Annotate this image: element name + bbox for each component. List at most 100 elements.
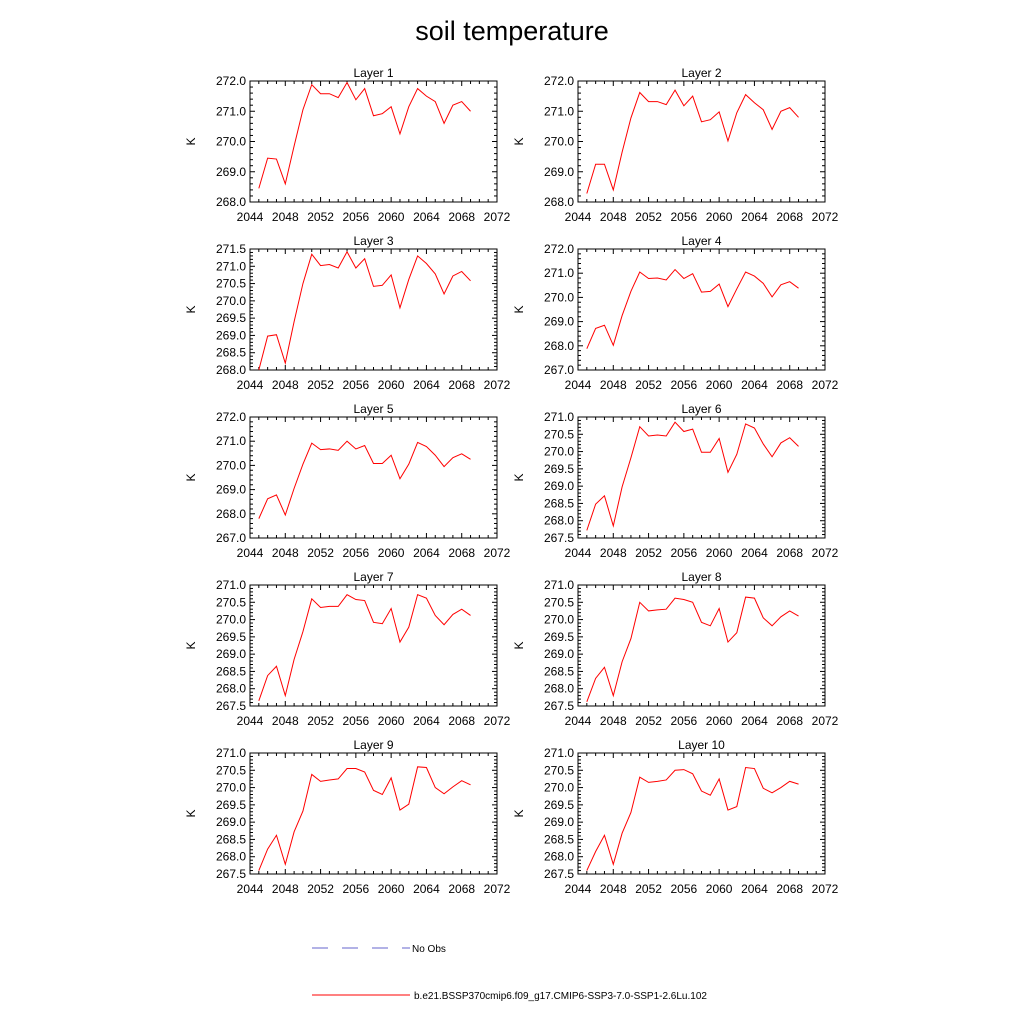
panel-title: Layer 5 (353, 402, 393, 416)
y-axis-label: K (512, 137, 526, 145)
y-tick-label: 268.0 (544, 514, 574, 528)
x-tick-label: 2056 (343, 714, 370, 728)
y-tick-label: 271.0 (216, 259, 246, 273)
y-tick-label: 272.0 (216, 410, 246, 424)
x-tick-label: 2048 (600, 714, 627, 728)
x-tick-label: 2048 (600, 378, 627, 392)
series-line (258, 440, 471, 519)
legend-label: No Obs (412, 944, 446, 955)
panel-5: Layer 5 2044 2048 2052 2056 2060 2064 2068 2072 2… (184, 402, 511, 560)
x-tick-label: 2044 (565, 714, 592, 728)
y-axis-label: K (512, 305, 526, 313)
panel-title: Layer 9 (353, 738, 393, 752)
x-tick-label: 2052 (635, 210, 662, 224)
plot-frame (249, 752, 498, 875)
x-tick-label: 2052 (635, 882, 662, 896)
plot-frame (249, 416, 498, 539)
y-tick-label: 269.0 (544, 315, 574, 329)
y-tick-label: 269.0 (544, 647, 574, 661)
x-tick-label: 2044 (237, 882, 264, 896)
y-tick-label: 268.0 (216, 195, 246, 209)
y-tick-label: 269.0 (216, 647, 246, 661)
y-tick-label: 268.5 (544, 664, 574, 678)
y-tick-label: 271.0 (216, 578, 246, 592)
plot-frame (249, 80, 498, 203)
x-tick-label: 2072 (484, 546, 511, 560)
x-tick-label: 2068 (776, 378, 803, 392)
y-tick-label: 268.0 (216, 850, 246, 864)
y-tick-label: 269.5 (216, 311, 246, 325)
y-tick-label: 268.0 (544, 850, 574, 864)
plot-frame (577, 752, 826, 875)
x-tick-label: 2072 (812, 714, 839, 728)
x-tick-label: 2044 (237, 378, 264, 392)
y-tick-label: 268.5 (216, 346, 246, 360)
y-tick-label: 269.0 (216, 165, 246, 179)
series-line (586, 596, 799, 703)
series-line (258, 594, 471, 701)
x-tick-label: 2048 (600, 882, 627, 896)
y-axis-label: K (184, 305, 198, 313)
y-tick-label: 270.0 (216, 294, 246, 308)
y-tick-label: 271.5 (216, 242, 246, 256)
x-tick-label: 2064 (741, 378, 768, 392)
x-tick-label: 2052 (635, 546, 662, 560)
x-tick-label: 2048 (272, 882, 299, 896)
y-axis-label: K (512, 809, 526, 817)
x-tick-label: 2072 (484, 882, 511, 896)
x-tick-label: 2060 (706, 882, 733, 896)
legend-entry-no-obs: No Obs (312, 944, 446, 955)
y-tick-label: 272.0 (544, 242, 574, 256)
y-tick-label: 267.5 (216, 867, 246, 881)
x-tick-label: 2072 (812, 546, 839, 560)
x-tick-label: 2060 (378, 714, 405, 728)
y-tick-label: 268.0 (216, 363, 246, 377)
x-tick-label: 2044 (565, 882, 592, 896)
x-tick-label: 2068 (448, 546, 475, 560)
y-tick-label: 271.0 (216, 434, 246, 448)
panel-2: Layer 2 2044 2048 2052 2056 2060 2064 2068 2072 2… (512, 66, 839, 224)
x-tick-label: 2064 (413, 546, 440, 560)
panel-title: Layer 7 (353, 570, 393, 584)
x-tick-label: 2052 (307, 714, 334, 728)
panel-title: Layer 2 (681, 66, 721, 80)
x-tick-label: 2056 (671, 882, 698, 896)
y-tick-label: 267.0 (544, 363, 574, 377)
y-tick-label: 270.0 (544, 613, 574, 627)
x-tick-label: 2068 (776, 714, 803, 728)
x-tick-label: 2064 (413, 882, 440, 896)
y-tick-label: 267.5 (544, 699, 574, 713)
x-tick-label: 2064 (741, 546, 768, 560)
x-tick-label: 2064 (741, 210, 768, 224)
y-axis-label: K (512, 473, 526, 481)
series-line (258, 250, 471, 371)
panels-grid: Layer 1 2044 2048 2052 2056 2060 2064 2068 2072 2… (184, 66, 839, 896)
legend-entry-case: b.e21.BSSP370cmip6.f09_g17.CMIP6-SSP3-7.… (312, 991, 707, 1002)
y-tick-label: 269.0 (216, 328, 246, 342)
x-tick-label: 2068 (776, 210, 803, 224)
series-line (586, 89, 799, 194)
y-tick-label: 270.0 (544, 445, 574, 459)
y-tick-label: 270.0 (216, 781, 246, 795)
x-tick-label: 2064 (413, 378, 440, 392)
y-tick-label: 270.5 (544, 595, 574, 609)
y-tick-label: 270.0 (216, 613, 246, 627)
y-tick-label: 268.0 (544, 339, 574, 353)
x-tick-label: 2064 (413, 714, 440, 728)
x-tick-label: 2052 (307, 210, 334, 224)
figure-title: soil temperature (415, 16, 609, 46)
x-tick-label: 2072 (484, 378, 511, 392)
series-line (586, 268, 799, 349)
panel-10: Layer 10 2044 2048 2052 2056 2060 2064 2068 2072… (512, 738, 839, 896)
y-tick-label: 272.0 (544, 74, 574, 88)
x-tick-label: 2068 (776, 882, 803, 896)
x-tick-label: 2064 (741, 714, 768, 728)
legend-label: b.e21.BSSP370cmip6.f09_g17.CMIP6-SSP3-7.… (414, 991, 707, 1002)
y-tick-label: 271.0 (216, 746, 246, 760)
y-tick-label: 268.5 (544, 832, 574, 846)
y-tick-label: 270.5 (216, 277, 246, 291)
y-tick-label: 270.5 (216, 763, 246, 777)
y-tick-label: 269.0 (544, 479, 574, 493)
y-tick-label: 270.0 (544, 290, 574, 304)
x-tick-label: 2052 (307, 546, 334, 560)
